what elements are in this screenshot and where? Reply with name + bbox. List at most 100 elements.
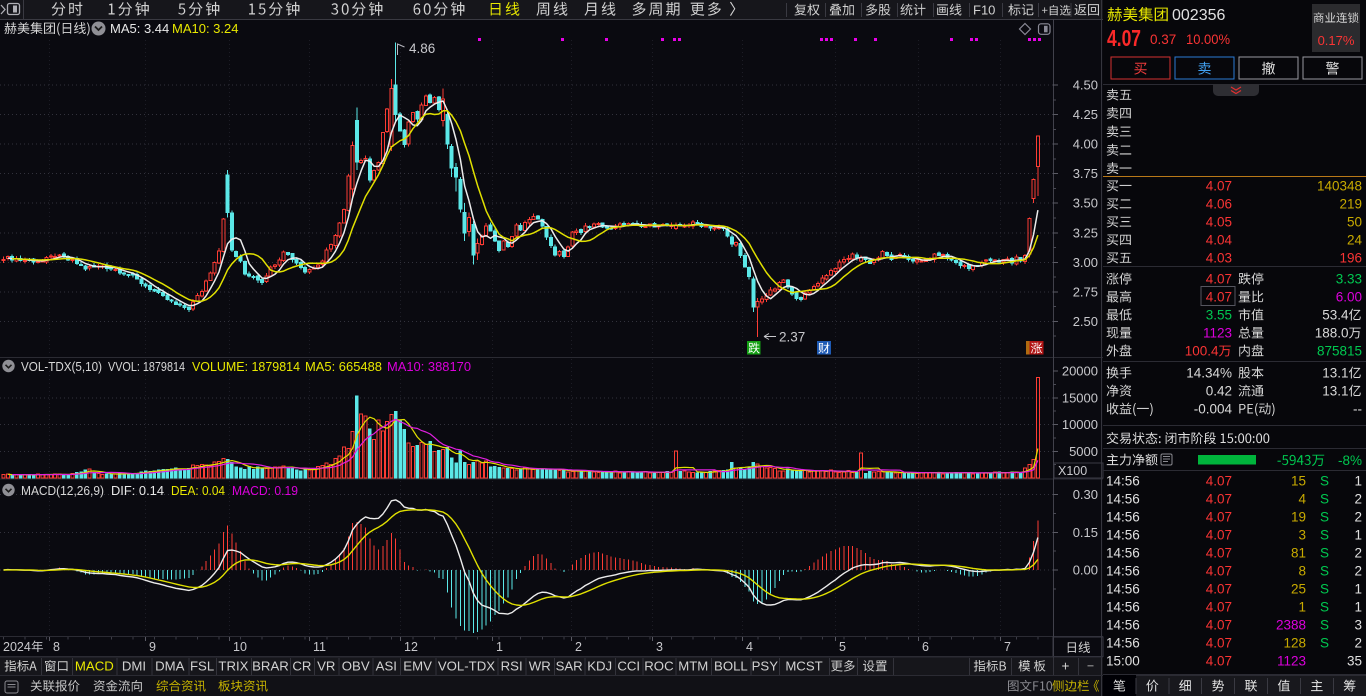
svg-text:13.1: 13.1 bbox=[1322, 366, 1348, 381]
svg-text:3: 3 bbox=[1298, 528, 1306, 543]
svg-text:0.42: 0.42 bbox=[1206, 384, 1232, 399]
svg-text:4.07: 4.07 bbox=[1206, 474, 1232, 489]
svg-text:20000: 20000 bbox=[1062, 364, 1098, 379]
svg-text:4.06: 4.06 bbox=[1206, 197, 1232, 212]
svg-text:0.00: 0.00 bbox=[1073, 563, 1098, 578]
svg-text:DIF: 0.14: DIF: 0.14 bbox=[111, 484, 164, 498]
svg-text:4: 4 bbox=[746, 640, 753, 654]
svg-text:MA10: 388170: MA10: 388170 bbox=[387, 360, 471, 374]
svg-text:KDJ: KDJ bbox=[587, 659, 612, 674]
svg-text:14:56: 14:56 bbox=[1106, 582, 1140, 597]
svg-text:5: 5 bbox=[839, 640, 846, 654]
svg-text:219: 219 bbox=[1339, 197, 1362, 212]
svg-text:1: 1 bbox=[496, 640, 503, 654]
svg-text:1: 1 bbox=[1298, 600, 1306, 615]
svg-text:2.75: 2.75 bbox=[1073, 284, 1098, 299]
svg-text:875815: 875815 bbox=[1317, 344, 1362, 359]
svg-text:12: 12 bbox=[404, 640, 418, 654]
svg-text:DEA: 0.04: DEA: 0.04 bbox=[171, 484, 225, 498]
svg-text:14.34%: 14.34% bbox=[1186, 366, 1232, 381]
svg-text:14:56: 14:56 bbox=[1106, 636, 1140, 651]
svg-text:10: 10 bbox=[233, 640, 247, 654]
svg-text:3.25: 3.25 bbox=[1073, 225, 1098, 240]
svg-text:4.86: 4.86 bbox=[409, 41, 435, 56]
svg-text:S: S bbox=[1320, 636, 1329, 651]
svg-text:11: 11 bbox=[313, 640, 326, 654]
svg-text:-0.004: -0.004 bbox=[1194, 402, 1233, 417]
svg-text:ASI: ASI bbox=[376, 659, 397, 674]
svg-text:TRIX: TRIX bbox=[218, 659, 248, 674]
svg-text:4.50: 4.50 bbox=[1073, 78, 1098, 93]
svg-text:4.07: 4.07 bbox=[1206, 272, 1232, 287]
svg-text:S: S bbox=[1320, 618, 1329, 633]
svg-text:4.07: 4.07 bbox=[1206, 290, 1232, 305]
svg-text:4.07: 4.07 bbox=[1206, 528, 1232, 543]
svg-text:2: 2 bbox=[1354, 492, 1362, 507]
svg-text:--: -- bbox=[1353, 402, 1362, 417]
svg-text:2: 2 bbox=[1354, 636, 1362, 651]
svg-text:8: 8 bbox=[53, 640, 60, 654]
svg-text:OBV: OBV bbox=[342, 659, 370, 674]
svg-text:+: + bbox=[1062, 659, 1070, 674]
svg-text:15000: 15000 bbox=[1062, 390, 1098, 405]
svg-text:15:00: 15:00 bbox=[1106, 654, 1140, 669]
svg-text:188.0: 188.0 bbox=[1315, 326, 1349, 341]
svg-text:S: S bbox=[1320, 546, 1329, 561]
svg-text:3.75: 3.75 bbox=[1073, 166, 1098, 181]
svg-text:1123: 1123 bbox=[1203, 326, 1232, 341]
svg-text:8: 8 bbox=[1298, 564, 1306, 579]
svg-text:2: 2 bbox=[1354, 510, 1362, 525]
svg-text:MA10: 3.24: MA10: 3.24 bbox=[172, 21, 239, 36]
svg-text:-8%: -8% bbox=[1338, 453, 1362, 468]
svg-text:4.00: 4.00 bbox=[1073, 137, 1098, 152]
svg-text:3.50: 3.50 bbox=[1073, 196, 1098, 211]
svg-text:4.04: 4.04 bbox=[1206, 233, 1233, 248]
svg-text:4.07: 4.07 bbox=[1206, 564, 1232, 579]
svg-text:SAR: SAR bbox=[556, 659, 583, 674]
svg-text:4.07: 4.07 bbox=[1206, 179, 1232, 194]
svg-text:2.50: 2.50 bbox=[1073, 314, 1098, 329]
svg-text:14:56: 14:56 bbox=[1106, 528, 1140, 543]
svg-text:PSY: PSY bbox=[752, 659, 779, 674]
svg-text:BOLL: BOLL bbox=[714, 659, 748, 674]
svg-text:100.4: 100.4 bbox=[1185, 344, 1219, 359]
svg-text:0.37: 0.37 bbox=[1150, 32, 1176, 47]
svg-text:14:56: 14:56 bbox=[1106, 600, 1140, 615]
svg-text:VVOL: 1879814: VVOL: 1879814 bbox=[108, 360, 185, 374]
svg-text:RSI: RSI bbox=[501, 659, 523, 674]
svg-text:0.30: 0.30 bbox=[1073, 487, 1098, 502]
svg-text:DMI: DMI bbox=[122, 659, 146, 674]
svg-text:53.4: 53.4 bbox=[1322, 308, 1349, 323]
svg-text:81: 81 bbox=[1291, 546, 1306, 561]
svg-text:MACD: 0.19: MACD: 0.19 bbox=[232, 484, 298, 498]
svg-text:WR: WR bbox=[529, 659, 551, 674]
svg-text:ROC: ROC bbox=[644, 659, 674, 674]
svg-text:MCST: MCST bbox=[785, 659, 822, 674]
svg-text:EMV: EMV bbox=[403, 659, 432, 674]
svg-text:CR: CR bbox=[292, 659, 311, 674]
svg-text:S: S bbox=[1320, 564, 1329, 579]
svg-text:13.1: 13.1 bbox=[1322, 384, 1348, 399]
svg-text:4.07: 4.07 bbox=[1206, 546, 1232, 561]
svg-text:2024: 2024 bbox=[3, 640, 31, 654]
svg-text:10000: 10000 bbox=[1062, 417, 1098, 432]
svg-text:BRAR: BRAR bbox=[252, 659, 289, 674]
svg-text:196: 196 bbox=[1339, 251, 1362, 266]
svg-text:4.07: 4.07 bbox=[1206, 510, 1232, 525]
svg-text:S: S bbox=[1320, 600, 1329, 615]
svg-text:14:56: 14:56 bbox=[1106, 618, 1140, 633]
svg-text:14:56: 14:56 bbox=[1106, 546, 1140, 561]
svg-text:4.07: 4.07 bbox=[1206, 618, 1232, 633]
svg-text:MA5: 3.44: MA5: 3.44 bbox=[110, 21, 169, 36]
svg-text:0.17%: 0.17% bbox=[1318, 33, 1355, 48]
svg-text:4: 4 bbox=[1298, 492, 1306, 507]
svg-text:MA5: 665488: MA5: 665488 bbox=[305, 360, 382, 374]
svg-text:4.07: 4.07 bbox=[1206, 582, 1232, 597]
svg-text:14:56: 14:56 bbox=[1106, 492, 1140, 507]
svg-text:CCI: CCI bbox=[617, 659, 640, 674]
svg-text:10.00%: 10.00% bbox=[1186, 31, 1230, 47]
svg-text:14:56: 14:56 bbox=[1106, 474, 1140, 489]
svg-text:S: S bbox=[1320, 474, 1329, 489]
svg-text:VR: VR bbox=[317, 659, 335, 674]
svg-text:14:56: 14:56 bbox=[1106, 510, 1140, 525]
